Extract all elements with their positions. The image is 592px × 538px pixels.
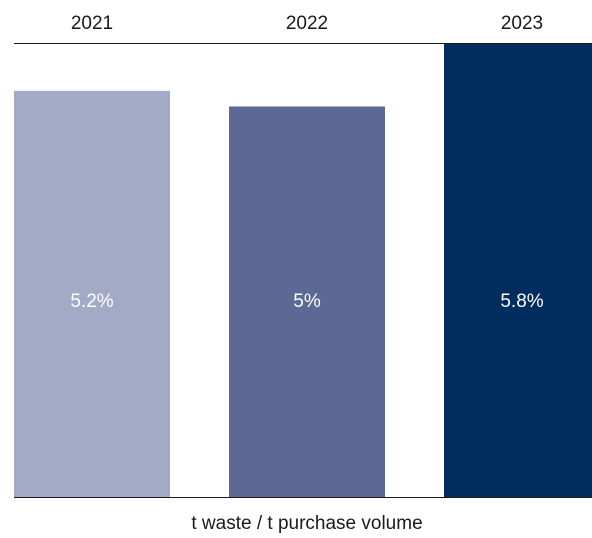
value-label-2023: 5.8% <box>500 291 543 312</box>
category-labels-group: 2021 2022 2023 <box>71 13 543 34</box>
bar-2021 <box>14 90 170 498</box>
value-labels-group: 5.2% 5% 5.8% <box>70 291 543 312</box>
value-label-2021: 5.2% <box>70 291 113 312</box>
category-label-2022: 2022 <box>286 13 328 34</box>
bar-2023 <box>444 44 592 497</box>
bars-group <box>14 44 592 498</box>
category-label-2021: 2021 <box>71 13 113 34</box>
bar-2022 <box>229 106 385 497</box>
value-label-2022: 5% <box>293 291 321 312</box>
x-axis-label: t waste / t purchase volume <box>191 513 422 534</box>
category-label-2023: 2023 <box>501 13 543 34</box>
